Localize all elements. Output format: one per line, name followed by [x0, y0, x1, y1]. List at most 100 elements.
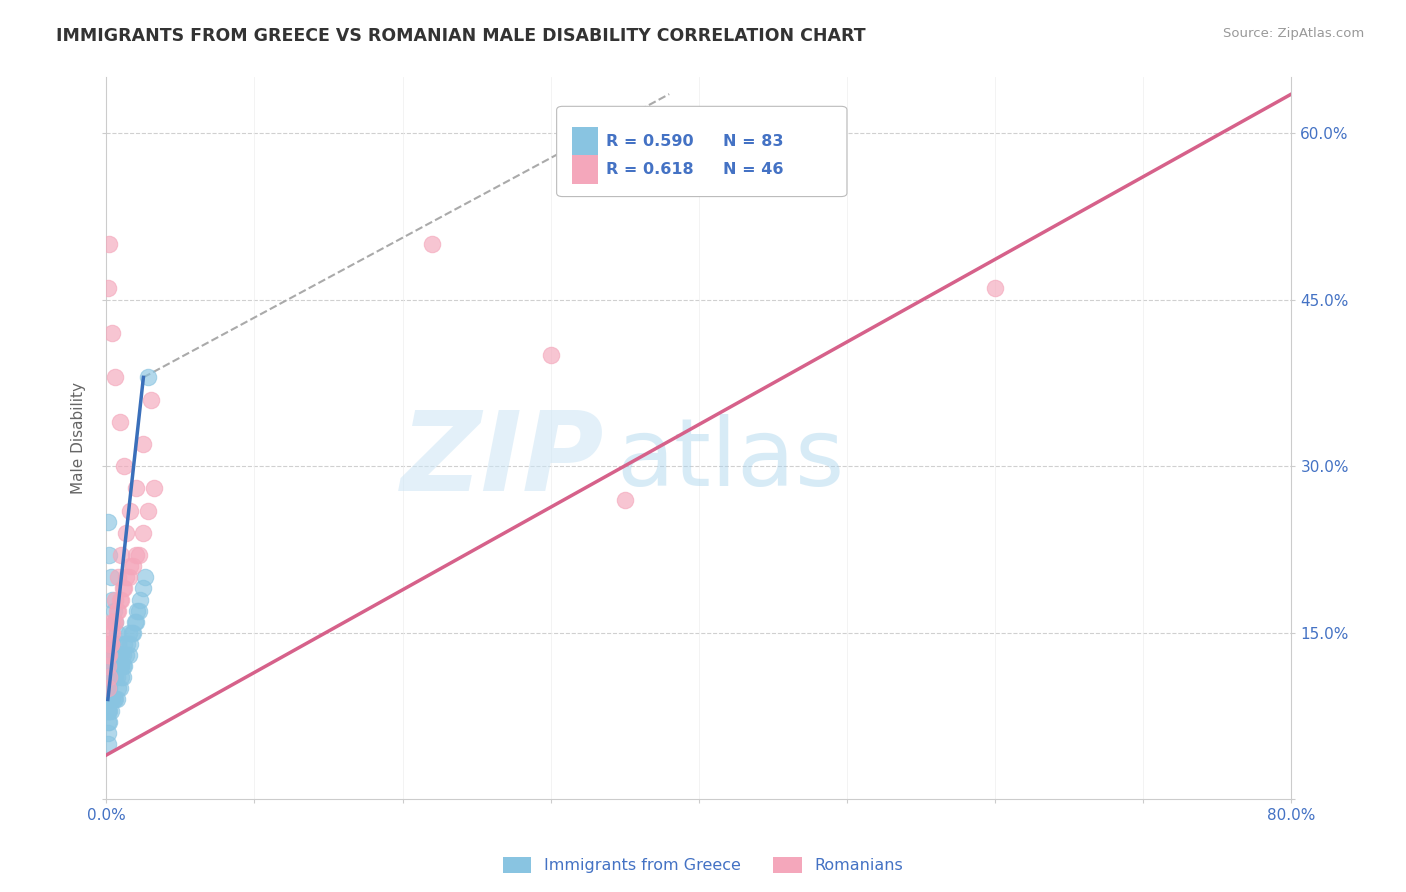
Point	[110, 670, 132, 684]
Point	[100, 637, 122, 651]
Point	[105, 692, 128, 706]
Point	[103, 659, 125, 673]
Point	[107, 681, 129, 696]
Legend: Immigrants from Greece, Romanians: Immigrants from Greece, Romanians	[496, 850, 910, 880]
Text: ZIP: ZIP	[401, 407, 605, 514]
Point	[124, 615, 146, 629]
Point	[540, 348, 562, 362]
Point	[129, 592, 152, 607]
Point	[120, 637, 142, 651]
Point	[613, 492, 636, 507]
Point	[97, 681, 120, 696]
Point	[112, 637, 135, 651]
Point	[110, 659, 132, 673]
Point	[103, 648, 125, 662]
Point	[134, 570, 156, 584]
Point	[97, 670, 120, 684]
Point	[420, 237, 443, 252]
Point	[108, 681, 131, 696]
Point	[142, 482, 165, 496]
Point	[108, 659, 131, 673]
Point	[128, 604, 150, 618]
Point	[101, 648, 124, 662]
Point	[101, 615, 124, 629]
Point	[125, 482, 148, 496]
Point	[97, 659, 120, 673]
Point	[112, 582, 135, 596]
Point	[98, 670, 121, 684]
Point	[111, 582, 134, 596]
Point	[100, 692, 122, 706]
Point	[107, 659, 129, 673]
Point	[98, 637, 121, 651]
Point	[98, 714, 121, 729]
Point	[100, 648, 122, 662]
Point	[107, 604, 129, 618]
Point	[98, 659, 121, 673]
Point	[105, 659, 128, 673]
Point	[98, 704, 121, 718]
Point	[122, 559, 145, 574]
Point	[132, 437, 155, 451]
Point	[104, 692, 127, 706]
Point	[100, 637, 122, 651]
Text: N = 83: N = 83	[723, 134, 783, 149]
Point	[114, 648, 136, 662]
Point	[97, 681, 120, 696]
Point	[104, 615, 127, 629]
Point	[98, 637, 121, 651]
Point	[100, 659, 122, 673]
Point	[110, 659, 132, 673]
Point	[98, 548, 121, 562]
Point	[101, 670, 124, 684]
Point	[97, 648, 120, 662]
Text: R = 0.618: R = 0.618	[606, 162, 695, 178]
Point	[97, 670, 120, 684]
Point	[125, 548, 148, 562]
Point	[98, 692, 121, 706]
Text: N = 46: N = 46	[723, 162, 783, 178]
Point	[97, 692, 120, 706]
Point	[97, 704, 120, 718]
Text: Source: ZipAtlas.com: Source: ZipAtlas.com	[1223, 27, 1364, 40]
Point	[111, 648, 134, 662]
Point	[115, 637, 138, 651]
Point	[128, 548, 150, 562]
Point	[105, 648, 128, 662]
Point	[110, 592, 132, 607]
Point	[100, 570, 122, 584]
Point	[108, 415, 131, 429]
Point	[98, 648, 121, 662]
Point	[97, 648, 120, 662]
Point	[110, 548, 132, 562]
Point	[97, 281, 120, 295]
Point	[101, 592, 124, 607]
Point	[132, 582, 155, 596]
Point	[101, 326, 124, 340]
Point	[97, 714, 120, 729]
Point	[114, 525, 136, 540]
Point	[112, 659, 135, 673]
Text: R = 0.590: R = 0.590	[606, 134, 695, 149]
Point	[104, 648, 127, 662]
Point	[100, 704, 122, 718]
Point	[114, 570, 136, 584]
Point	[120, 559, 142, 574]
Point	[98, 648, 121, 662]
Point	[117, 570, 139, 584]
Point	[117, 625, 139, 640]
Bar	[572, 155, 598, 184]
Point	[103, 692, 125, 706]
Point	[100, 637, 122, 651]
Point	[121, 625, 143, 640]
Point	[105, 625, 128, 640]
Point	[105, 670, 128, 684]
Point	[97, 681, 120, 696]
Point	[104, 670, 127, 684]
Point	[108, 592, 131, 607]
Bar	[572, 127, 598, 156]
Point	[103, 615, 125, 629]
Point	[104, 659, 127, 673]
Point	[104, 592, 127, 607]
Point	[984, 281, 1007, 295]
